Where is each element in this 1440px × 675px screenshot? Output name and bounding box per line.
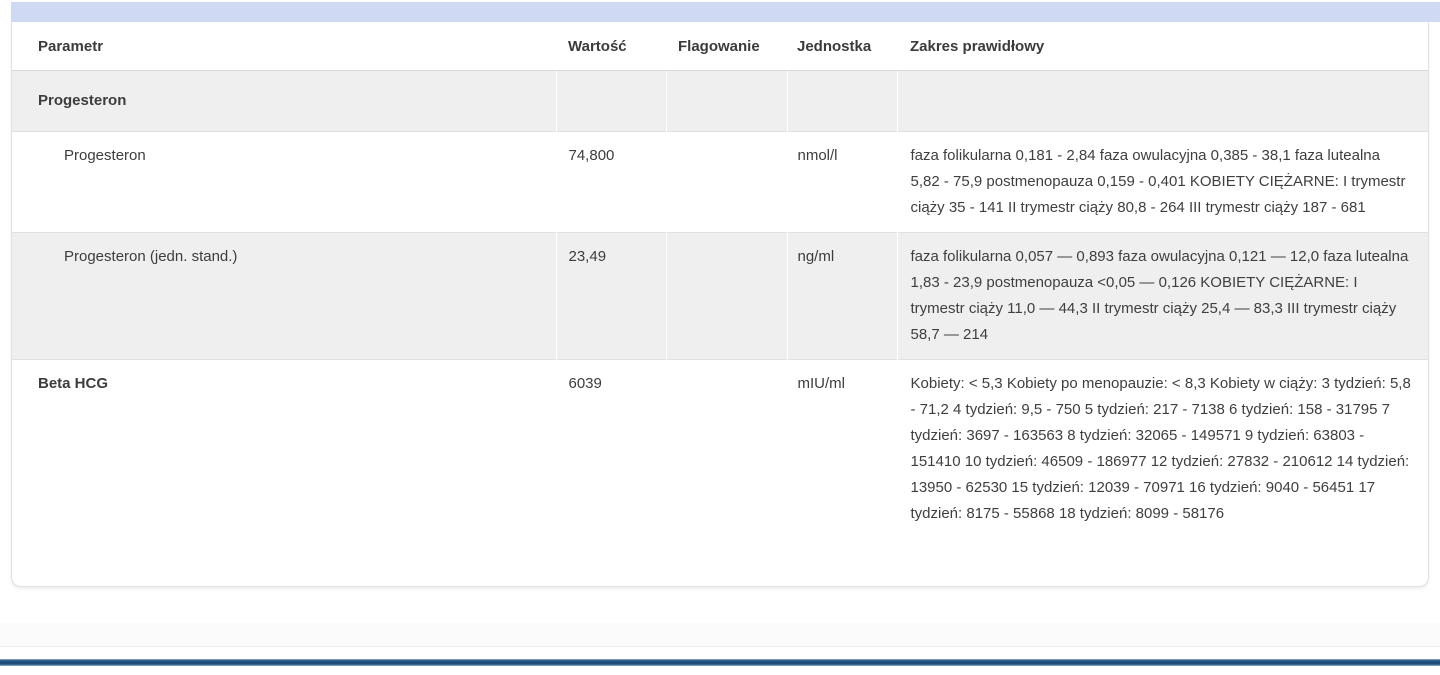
unit-cell: nmol/l	[786, 131, 897, 233]
param-cell: Beta HCG	[12, 359, 556, 538]
table-row: Progesteron 74,800 nmol/l faza folikularna …	[12, 131, 1428, 233]
unit-cell	[786, 70, 897, 132]
lab-results-table: Parametr Wartość Flagowanie Jednostka Za…	[12, 22, 1428, 538]
param-cell: Progesteron (jedn. stand.)	[12, 232, 556, 360]
column-header-wartosc: Wartość	[556, 22, 666, 71]
table-row: Progesteron (jedn. stand.) 23,49 ng/ml faza…	[12, 232, 1428, 360]
table-row: Beta HCG 6039 mIU/ml Kobiety: < 5,3 Kobiety…	[12, 359, 1428, 538]
column-header-parametr: Parametr	[12, 22, 556, 71]
value-cell: 74,800	[555, 131, 666, 233]
value-cell: 6039	[555, 359, 666, 538]
section-highlight-bar	[11, 2, 1440, 22]
range-cell: faza folikularna 0,057 — 0,893 faza owul…	[896, 232, 1428, 360]
range-cell	[896, 70, 1428, 132]
value-cell	[555, 70, 666, 132]
flag-cell	[665, 359, 787, 538]
column-header-jednostka: Jednostka	[787, 22, 897, 71]
range-cell: faza folikularna 0,181 - 2,84 faza owula…	[896, 131, 1428, 233]
column-header-zakres: Zakres prawidłowy	[897, 22, 1428, 71]
param-cell: Progesteron	[12, 70, 556, 132]
lab-results-card: Parametr Wartość Flagowanie Jednostka Za…	[11, 22, 1429, 587]
flag-cell	[665, 232, 787, 360]
range-cell: Kobiety: < 5,3 Kobiety po menopauzie: < …	[896, 359, 1428, 538]
param-cell: Progesteron	[12, 131, 556, 233]
unit-cell: ng/ml	[786, 232, 897, 360]
page-gap	[0, 623, 1440, 646]
column-header-flagowanie: Flagowanie	[666, 22, 787, 71]
table-group-row: Progesteron	[12, 70, 1428, 132]
value-cell: 23,49	[555, 232, 666, 360]
table-header-row: Parametr Wartość Flagowanie Jednostka Za…	[12, 22, 1428, 71]
flag-cell	[665, 70, 787, 132]
flag-cell	[665, 131, 787, 233]
lower-section	[0, 646, 1440, 675]
bottom-accent-bar	[0, 659, 1440, 666]
unit-cell: mIU/ml	[786, 359, 897, 538]
